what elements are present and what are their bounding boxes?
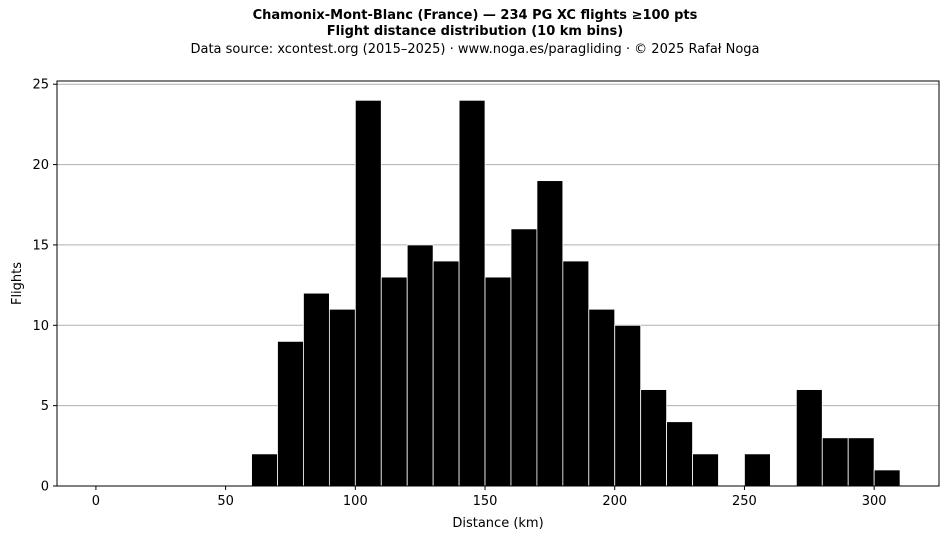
histogram-bar bbox=[588, 308, 616, 487]
histogram-bar bbox=[328, 308, 356, 487]
histogram-bar bbox=[380, 276, 408, 487]
y-axis-label: Flights bbox=[10, 262, 25, 305]
histogram-bar bbox=[640, 389, 668, 487]
histogram-bar bbox=[484, 276, 512, 487]
x-tick-label: 200 bbox=[602, 494, 627, 509]
histogram-bar bbox=[251, 453, 278, 487]
histogram-bar bbox=[821, 437, 849, 487]
y-tick-label: 20 bbox=[32, 158, 49, 173]
plot-frame bbox=[56, 80, 940, 487]
histogram-bar bbox=[354, 99, 382, 487]
histogram-bar bbox=[536, 180, 564, 487]
histogram-bar bbox=[277, 340, 304, 487]
histogram-bar bbox=[847, 437, 875, 487]
histogram-bar bbox=[744, 453, 771, 487]
y-tick-label: 15 bbox=[32, 238, 49, 253]
chart-titles: Chamonix-Mont-Blanc (France) — 234 PG XC… bbox=[0, 8, 950, 58]
histogram-bar bbox=[432, 260, 460, 487]
x-tick-label: 50 bbox=[217, 494, 234, 509]
x-tick-label: 250 bbox=[732, 494, 757, 509]
x-tick-label: 100 bbox=[343, 494, 368, 509]
y-tick-label: 5 bbox=[41, 399, 49, 414]
histogram-bar bbox=[666, 421, 693, 487]
bars bbox=[251, 99, 901, 487]
histogram-bar bbox=[510, 228, 538, 487]
y-tick-label: 0 bbox=[41, 480, 49, 495]
chart-subtitle: Flight distance distribution (10 km bins… bbox=[326, 24, 624, 39]
histogram-bar bbox=[562, 260, 590, 487]
chart-title: Chamonix-Mont-Blanc (France) — 234 PG XC… bbox=[252, 8, 698, 23]
x-tick-label: 300 bbox=[862, 494, 887, 509]
x-tick-label: 150 bbox=[473, 494, 498, 509]
y-tick-label: 25 bbox=[32, 78, 49, 93]
histogram-bar bbox=[614, 324, 642, 487]
y-axis-ticks: 0 5 10 15 20 25 bbox=[32, 78, 57, 495]
histogram-bar bbox=[873, 469, 901, 487]
histogram-bar bbox=[303, 292, 330, 487]
y-tick-label: 10 bbox=[32, 319, 49, 334]
histogram-bar bbox=[406, 244, 434, 487]
x-axis-ticks: 0 50 100 150 200 250 300 bbox=[92, 486, 887, 509]
x-tick-label: 0 bbox=[92, 494, 100, 509]
x-axis-label: Distance (km) bbox=[452, 516, 543, 531]
histogram-bar bbox=[458, 99, 486, 487]
chart-source: Data source: xcontest.org (2015–2025) · … bbox=[190, 42, 760, 57]
histogram-bar bbox=[795, 389, 823, 487]
histogram-bar bbox=[692, 453, 719, 487]
